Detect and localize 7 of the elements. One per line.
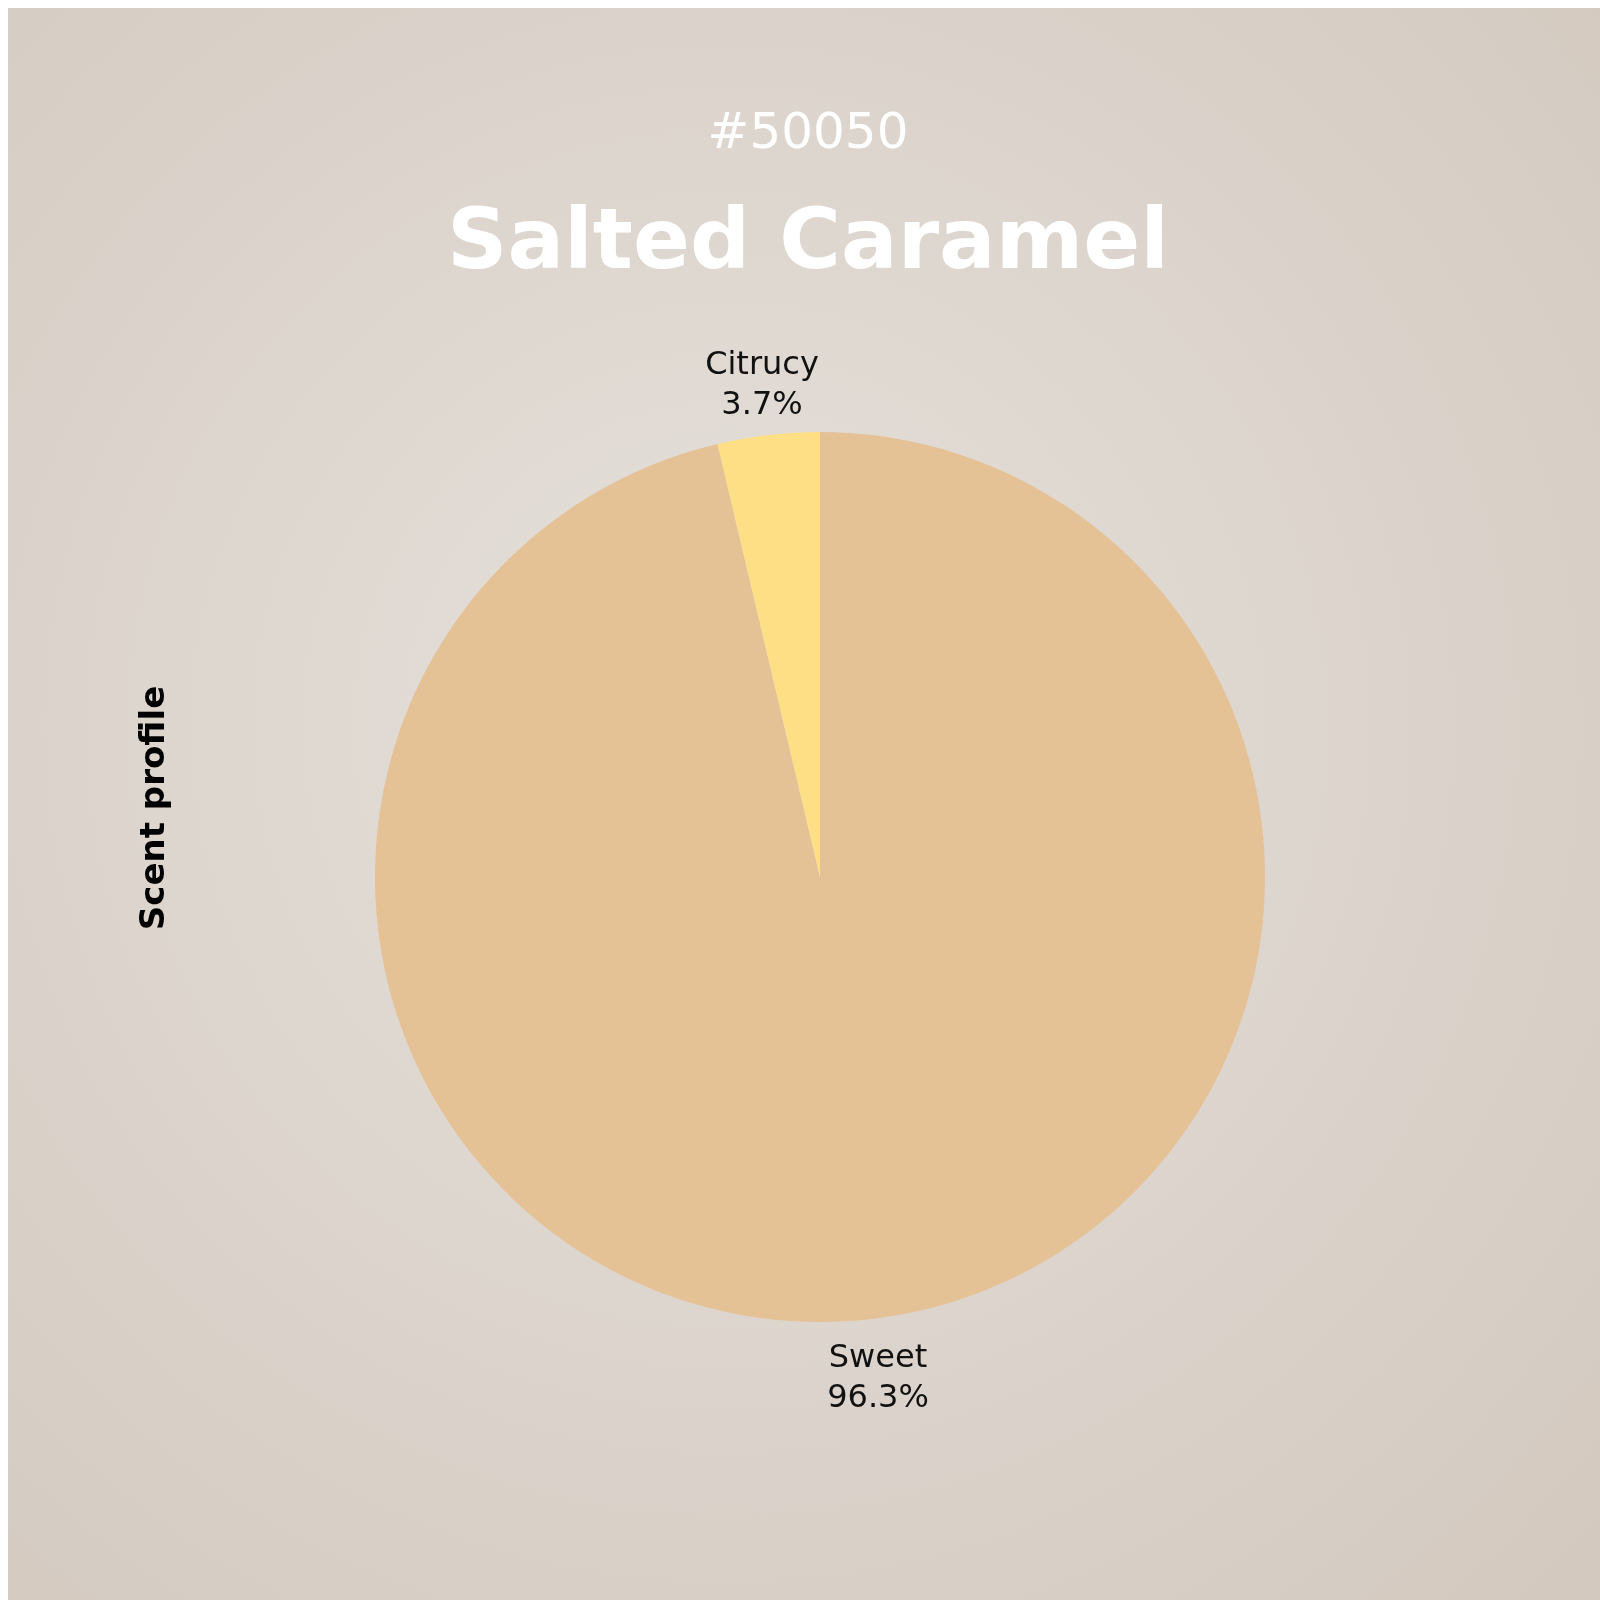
slice-label: Sweet — [828, 1337, 928, 1376]
data-label: 3.7% — [721, 383, 803, 422]
text: Scent profile — [132, 685, 172, 931]
pie-slice — [375, 432, 1265, 1322]
pie-slice — [717, 432, 820, 877]
slice-label: Citrucy — [705, 343, 819, 382]
data-label: 96.3% — [827, 1377, 929, 1416]
